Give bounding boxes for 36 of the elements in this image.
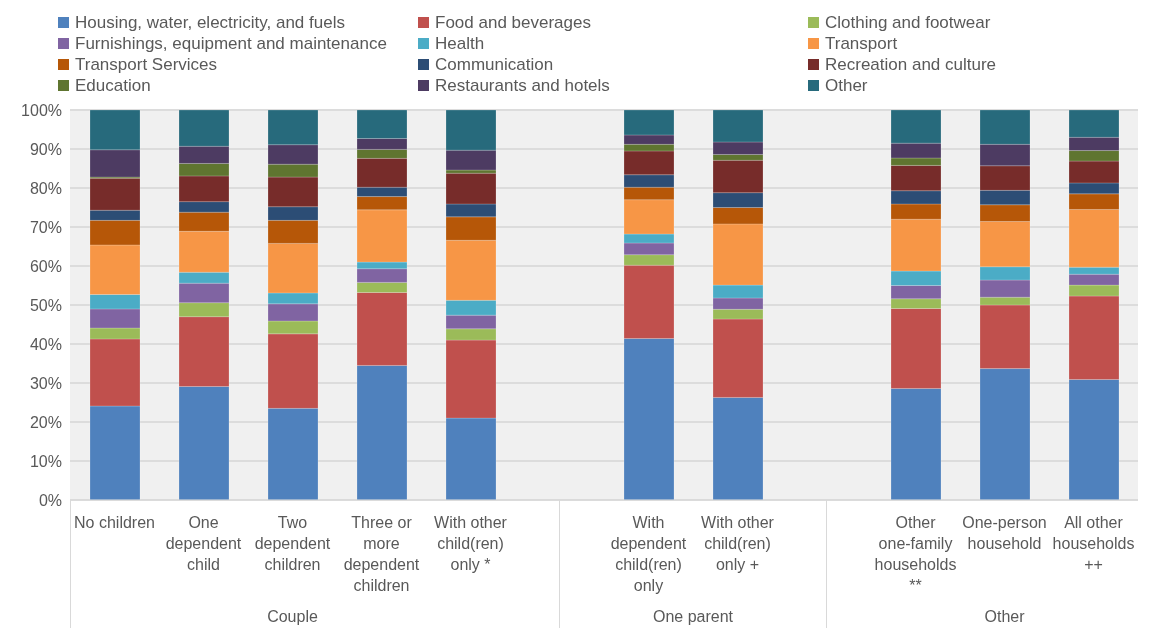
text: One parent: [651, 608, 735, 626]
x-tick-label: With other child(ren) only +: [701, 514, 775, 573]
y-tick-label: 100%: [21, 101, 62, 119]
legend-label: Food and beverages: [435, 12, 591, 33]
legend-label: Communication: [435, 54, 554, 75]
y-tick-label: 90%: [29, 140, 62, 158]
y-tick-label: 10%: [29, 452, 62, 470]
y-tick-label: 20%: [29, 413, 62, 431]
y-tick-label: 0%: [38, 491, 62, 509]
legend-label: Furnishings, equipment and maintenance: [75, 33, 387, 54]
x-tick-label: One-person household: [962, 514, 1047, 552]
legend-label: Clothing and footwear: [825, 12, 991, 33]
x-tick-label: All other households ++: [1052, 514, 1135, 573]
x-tick-label: With dependent child(ren) only: [610, 514, 687, 594]
y-tick-label: 50%: [29, 296, 62, 314]
legend-label: Recreation and culture: [825, 54, 997, 75]
text: Couple: [266, 608, 319, 626]
x-tick-label: With other child(ren) only *: [434, 514, 508, 573]
x-tick-label: Other one-family households **: [874, 514, 957, 594]
y-tick-label: 80%: [29, 179, 62, 197]
legend-label: Transport Services: [75, 54, 218, 75]
y-tick-label: 40%: [29, 335, 62, 353]
x-tick-label: Two dependent children: [254, 514, 331, 573]
y-tick-label: 30%: [29, 374, 62, 392]
x-tick-label: No children: [74, 514, 155, 531]
y-tick-label: 70%: [29, 218, 62, 236]
legend-label: Other: [825, 75, 868, 96]
legend-label: Education: [75, 75, 151, 96]
legend-label: Restaurants and hotels: [435, 75, 610, 96]
text: Other: [983, 608, 1026, 626]
y-tick-label: 60%: [29, 257, 62, 275]
legend-label: Housing, water, electricity, and fuels: [75, 12, 345, 33]
legend-label: Transport: [825, 33, 898, 54]
x-tick-label: Three or more dependent children: [343, 514, 420, 594]
x-tick-label: One dependent child: [165, 514, 242, 573]
legend-label: Health: [435, 33, 485, 54]
